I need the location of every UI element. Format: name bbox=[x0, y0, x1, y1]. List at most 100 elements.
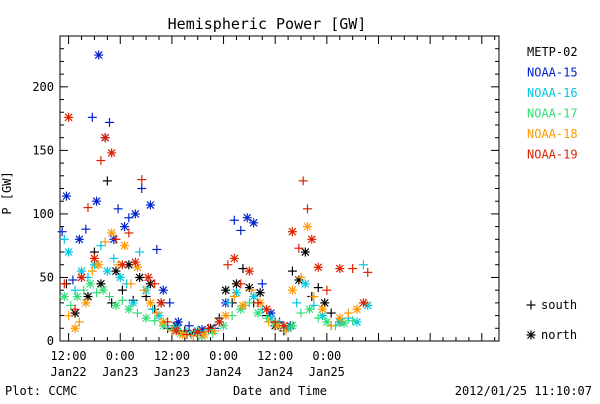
data-point-south bbox=[117, 295, 127, 305]
legend-item: NOAA-15 bbox=[527, 66, 578, 80]
data-point-north bbox=[64, 247, 74, 257]
x-tick-label-date: Jan22 bbox=[51, 365, 87, 379]
data-point-north bbox=[107, 148, 117, 158]
data-point-north bbox=[358, 298, 368, 308]
data-point-south bbox=[236, 225, 246, 235]
data-point-north bbox=[305, 304, 315, 314]
data-point-south bbox=[302, 204, 312, 214]
y-axis-label: P [GW] bbox=[0, 171, 14, 214]
data-point-south bbox=[257, 279, 267, 289]
series-noaa-19 bbox=[59, 112, 373, 340]
data-point-south bbox=[96, 241, 106, 251]
data-point-south bbox=[296, 272, 306, 282]
legend-item: NOAA-16 bbox=[527, 86, 578, 100]
x-tick-label-date: Jan24 bbox=[257, 365, 293, 379]
data-point-north bbox=[83, 292, 93, 302]
legend-item: NOAA-19 bbox=[527, 148, 578, 162]
data-point-north bbox=[255, 288, 265, 298]
data-point-south bbox=[208, 328, 218, 338]
data-point-south bbox=[152, 245, 162, 254]
data-point-north bbox=[72, 292, 82, 302]
data-point-south bbox=[526, 300, 536, 310]
data-point-south bbox=[348, 316, 358, 326]
data-point-south bbox=[309, 292, 319, 302]
y-tick-label: 200 bbox=[32, 80, 54, 94]
data-point-north bbox=[141, 313, 151, 323]
data-point-north bbox=[130, 209, 140, 219]
data-point-north bbox=[335, 313, 345, 323]
data-point-north bbox=[352, 317, 362, 327]
data-point-south bbox=[244, 298, 254, 308]
data-point-south bbox=[348, 264, 358, 274]
data-point-south bbox=[111, 234, 121, 244]
data-point-south bbox=[117, 285, 127, 295]
data-point-south bbox=[270, 317, 280, 327]
data-point-north bbox=[124, 304, 134, 314]
data-point-north bbox=[102, 266, 112, 276]
data-point-north bbox=[96, 279, 106, 289]
data-point-north bbox=[352, 304, 362, 314]
data-point-south bbox=[152, 308, 162, 318]
data-point-north bbox=[154, 311, 164, 321]
data-point-north bbox=[128, 298, 138, 308]
x-tick-label-date: Jan25 bbox=[309, 365, 345, 379]
data-point-south bbox=[182, 330, 192, 340]
data-point-north bbox=[130, 257, 140, 267]
data-point-south bbox=[96, 156, 106, 166]
data-point-south bbox=[322, 285, 332, 295]
data-point-south bbox=[358, 260, 368, 270]
data-point-south bbox=[126, 279, 136, 289]
data-point-south bbox=[124, 228, 134, 238]
data-point-south bbox=[150, 316, 160, 326]
data-point-north bbox=[249, 218, 259, 228]
data-point-south bbox=[135, 247, 145, 257]
data-point-north bbox=[117, 260, 127, 270]
data-point-north bbox=[85, 279, 95, 289]
data-point-north bbox=[143, 272, 153, 282]
legend-item: NOAA-18 bbox=[527, 127, 578, 141]
data-point-south bbox=[102, 176, 112, 186]
data-point-north bbox=[115, 272, 125, 282]
data-point-south bbox=[326, 321, 336, 331]
data-point-south bbox=[139, 285, 149, 295]
data-point-north bbox=[64, 112, 74, 122]
data-point-north bbox=[59, 292, 69, 302]
data-point-north bbox=[145, 200, 155, 210]
x-tick-label-time: 0:00 bbox=[312, 349, 341, 363]
data-point-north bbox=[294, 275, 304, 285]
x-tick-label-time: 0:00 bbox=[209, 349, 238, 363]
data-point-south bbox=[57, 227, 67, 237]
data-point-north bbox=[92, 196, 102, 206]
data-point-south bbox=[66, 300, 76, 310]
data-point-north bbox=[287, 227, 297, 237]
data-point-south bbox=[100, 237, 110, 247]
data-point-south bbox=[292, 298, 302, 308]
data-point-north bbox=[61, 191, 71, 201]
data-point-south bbox=[79, 285, 89, 295]
data-point-south bbox=[74, 317, 84, 327]
data-point-north bbox=[320, 298, 330, 308]
data-point-north bbox=[89, 253, 99, 263]
data-point-north bbox=[94, 50, 104, 60]
data-point-south bbox=[165, 298, 175, 308]
data-point-north bbox=[135, 272, 145, 282]
data-point-south bbox=[59, 279, 69, 289]
data-point-south bbox=[343, 308, 353, 318]
data-point-north bbox=[313, 262, 323, 272]
data-point-south bbox=[253, 298, 263, 308]
data-point-south bbox=[150, 279, 160, 289]
data-point-south bbox=[236, 279, 246, 289]
data-point-south bbox=[87, 266, 97, 276]
x-axis: 12:00 Jan22 0:00 Jan23 12:00 Jan23 0:00 Jan24 12… bbox=[51, 36, 496, 379]
data-point-north bbox=[229, 253, 239, 263]
x-tick-label-time: 12:00 bbox=[257, 349, 293, 363]
data-point-north bbox=[120, 222, 130, 232]
x-tick-label-date: Jan23 bbox=[102, 365, 138, 379]
data-point-south bbox=[68, 275, 78, 285]
data-point-south bbox=[313, 283, 323, 293]
data-point-south bbox=[81, 224, 91, 234]
data-point-north bbox=[238, 300, 248, 310]
data-point-north bbox=[221, 311, 231, 321]
y-tick-label: 150 bbox=[32, 143, 54, 157]
